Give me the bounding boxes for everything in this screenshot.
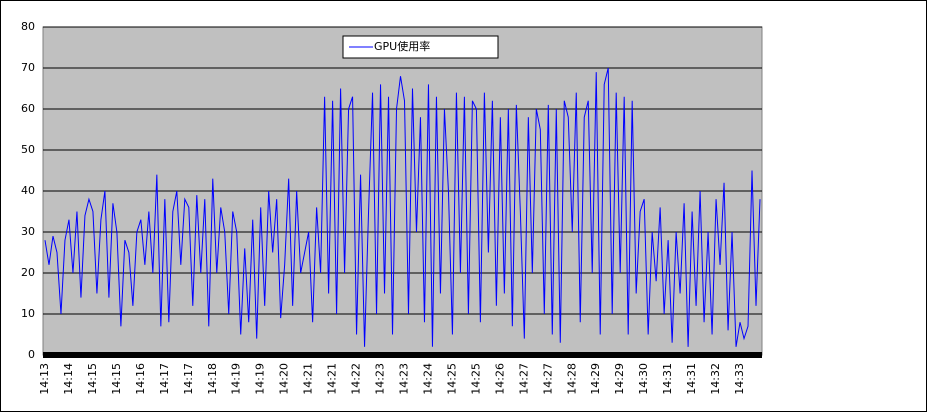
x-tick-label: 14:28 (565, 363, 578, 395)
x-tick-label: 14:14 (62, 363, 75, 395)
y-tick-label: 70 (21, 61, 35, 74)
x-tick-label: 14:19 (230, 363, 243, 395)
x-axis (43, 352, 762, 358)
legend-label: GPU使用率 (374, 39, 430, 53)
x-tick-label: 14:20 (278, 363, 291, 395)
x-tick-label: 14:13 (38, 363, 51, 395)
y-tick-label: 50 (21, 143, 35, 156)
y-tick-label: 0 (28, 348, 35, 361)
x-tick-label: 14:23 (397, 363, 410, 395)
x-tick-label: 14:19 (254, 363, 267, 395)
y-tick-label: 10 (21, 307, 35, 320)
y-tick-label: 20 (21, 266, 35, 279)
x-tick-label: 14:17 (182, 363, 195, 395)
x-tick-label: 14:17 (158, 363, 171, 395)
x-tick-label: 14:24 (421, 363, 434, 395)
x-tick-label: 14:15 (110, 363, 123, 395)
x-tick-label: 14:29 (589, 363, 602, 395)
x-tick-label: 14:27 (541, 363, 554, 395)
y-tick-label: 80 (21, 20, 35, 33)
y-tick-label: 30 (21, 225, 35, 238)
x-tick-label: 14:25 (469, 363, 482, 395)
y-tick-label: 40 (21, 184, 35, 197)
x-tick-label: 14:29 (613, 363, 626, 395)
x-tick-label: 14:23 (374, 363, 387, 395)
legend-box (342, 35, 499, 59)
x-tick-label: 14:21 (326, 363, 339, 395)
x-tick-label: 14:26 (493, 363, 506, 395)
x-tick-label: 14:22 (350, 363, 363, 395)
x-tick-label: 14:15 (86, 363, 99, 395)
data-line (44, 67, 761, 347)
y-tick-label: 60 (21, 102, 35, 115)
x-tick-label: 14:27 (517, 363, 530, 395)
x-tick-label: 14:21 (302, 363, 315, 395)
x-tick-label: 14:30 (637, 363, 650, 395)
x-tick-label: 14:32 (709, 363, 722, 395)
x-tick-label: 14:33 (733, 363, 746, 395)
x-tick-label: 14:25 (445, 363, 458, 395)
x-tick-label: 14:31 (661, 363, 674, 395)
x-tick-label: 14:18 (206, 363, 219, 395)
x-tick-label: 14:16 (134, 363, 147, 395)
x-tick-label: 14:31 (685, 363, 698, 395)
